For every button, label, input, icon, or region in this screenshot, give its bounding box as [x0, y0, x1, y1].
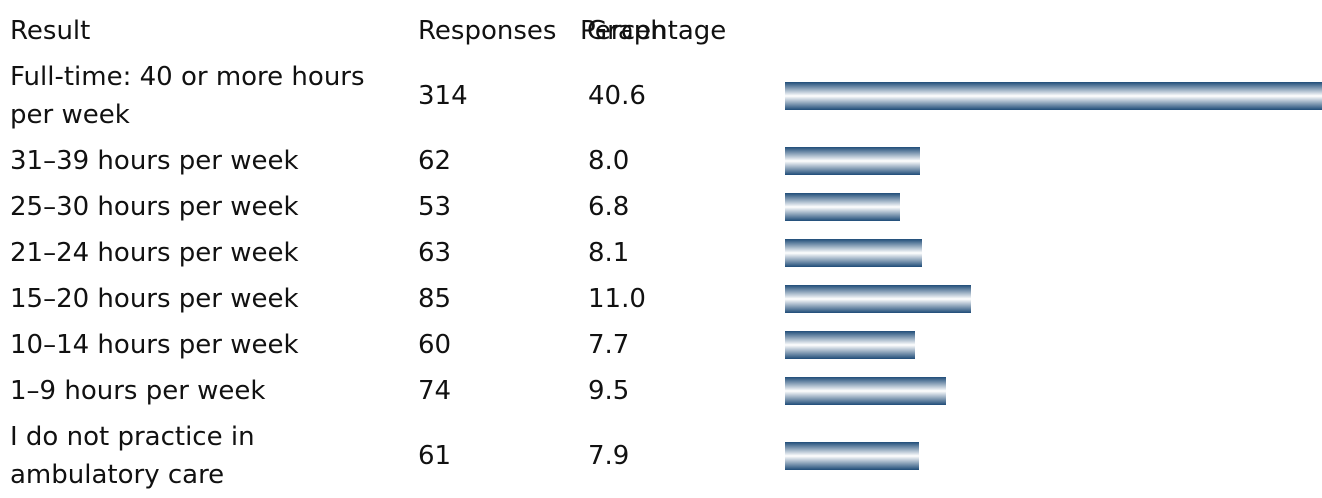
responses: 53 — [418, 192, 452, 222]
percentage: 11.0 — [588, 284, 646, 314]
percentage: 6.8 — [588, 192, 630, 222]
responses: 74 — [418, 376, 452, 406]
result: 31–39 hours per week — [10, 146, 299, 176]
result: 10–14 hours per week — [10, 330, 299, 360]
data-row: I do not practice in ambulatory care 61 7.… — [0, 414, 1322, 498]
bar — [785, 147, 921, 175]
header-row: Result Responses Percentage Graph — [0, 8, 1322, 54]
percentage: 40.6 — [588, 81, 646, 111]
graph-cell — [785, 377, 1322, 405]
data-row: 10–14 hours per week 60 7.7 — [0, 322, 1322, 368]
bar — [785, 331, 916, 359]
results-table: Result Responses Percentage Graph Full-t… — [0, 8, 1322, 498]
responses: 85 — [418, 284, 452, 314]
result: 25–30 hours per week — [10, 192, 299, 222]
data-row: 15–20 hours per week 85 11.0 — [0, 276, 1322, 322]
graph-cell — [785, 193, 1322, 221]
graph-cell — [785, 285, 1322, 313]
graph-cell — [785, 331, 1322, 359]
result: I do not practice in ambulatory care — [10, 422, 255, 490]
bar — [785, 285, 971, 313]
bar — [785, 82, 1322, 110]
data-row: 21–24 hours per week 63 8.1 — [0, 230, 1322, 276]
percentage: 7.7 — [588, 330, 630, 360]
graph-cell — [785, 147, 1322, 175]
result: 21–24 hours per week — [10, 238, 299, 268]
responses: 60 — [418, 330, 452, 360]
bar — [785, 377, 946, 405]
percentage: 8.1 — [588, 238, 630, 268]
responses: 314 — [418, 81, 468, 111]
header: Graph — [587, 16, 667, 46]
responses: 63 — [418, 238, 452, 268]
percentage: 7.9 — [588, 441, 630, 471]
responses: 61 — [418, 441, 452, 471]
data-row: 1–9 hours per week 74 9.5 — [0, 368, 1322, 414]
data-row: 31–39 hours per week 62 8.0 — [0, 138, 1322, 184]
header: Result — [10, 16, 91, 46]
graph-cell — [785, 82, 1322, 110]
bar — [785, 193, 900, 221]
result: 15–20 hours per week — [10, 284, 299, 314]
percentage: 9.5 — [588, 376, 630, 406]
responses: 62 — [418, 146, 452, 176]
graph-cell — [785, 442, 1322, 470]
percentage: 8.0 — [588, 146, 630, 176]
bar — [785, 239, 922, 267]
header: Percentage — [580, 16, 727, 46]
data-row: 25–30 hours per week 53 6.8 — [0, 184, 1322, 230]
header: Responses — [418, 16, 557, 46]
result: 1–9 hours per week — [10, 376, 266, 406]
result: Full-time: 40 or more hours per week — [10, 62, 365, 130]
bar — [785, 442, 919, 470]
data-row: Full-time: 40 or more hours per week 314 4… — [0, 54, 1322, 138]
graph-cell — [785, 239, 1322, 267]
